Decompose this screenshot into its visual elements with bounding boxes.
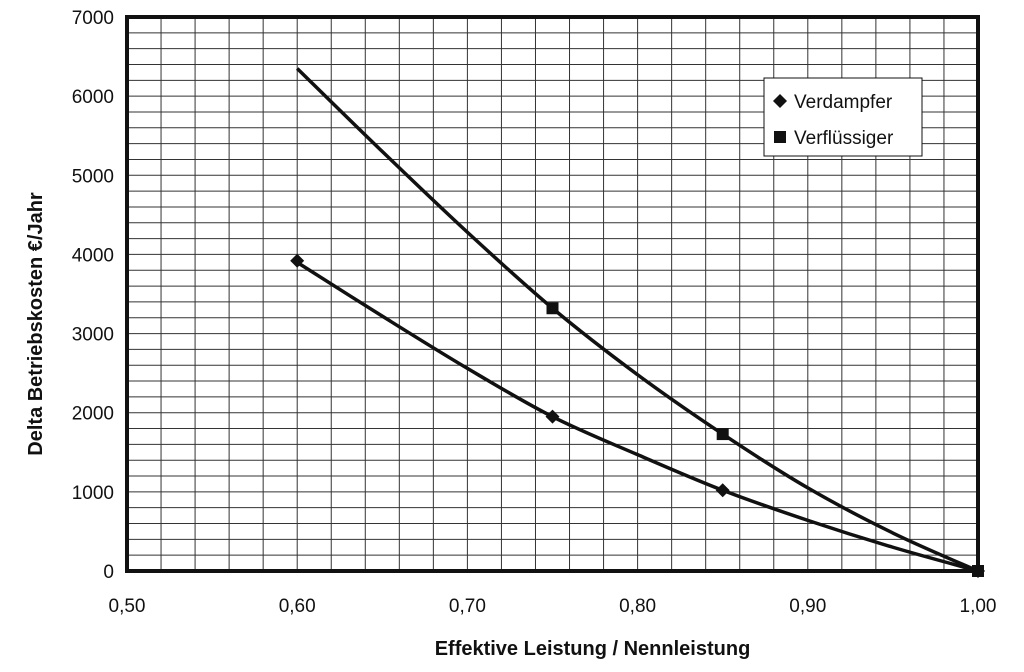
legend-box xyxy=(763,77,923,157)
y-tick-label: 6000 xyxy=(72,87,114,108)
legend-label-verfluessiger: Verflüssiger xyxy=(794,128,894,149)
x-tick-label: 0,90 xyxy=(789,596,826,617)
legend-marker-square xyxy=(774,131,786,143)
y-tick-label: 4000 xyxy=(72,245,114,266)
x-tick-label: 0,50 xyxy=(109,596,146,617)
series-line-0 xyxy=(296,260,979,573)
y-tick-label: 5000 xyxy=(72,166,114,187)
x-tick-label: 0,70 xyxy=(449,596,486,617)
y-tick-label: 0 xyxy=(103,562,114,583)
data-point-square xyxy=(716,428,729,441)
data-point-square xyxy=(546,302,559,315)
series-line-1 xyxy=(295,67,979,573)
y-tick-label: 2000 xyxy=(72,404,114,425)
y-tick-label: 1000 xyxy=(72,483,114,504)
y-tick-labels: 0 1000 2000 3000 4000 5000 6000 7000 xyxy=(72,8,114,583)
grid xyxy=(127,17,978,571)
x-tick-label: 0,60 xyxy=(279,596,316,617)
data-point-diamond xyxy=(545,409,560,424)
x-tick-labels: 0,50 0,60 0,70 0,80 0,90 1,00 xyxy=(109,596,997,617)
data-point-diamond xyxy=(290,253,305,268)
y-tick-label: 3000 xyxy=(72,325,114,346)
plot-frame xyxy=(125,15,980,573)
data-point-diamond xyxy=(715,483,730,498)
x-tick-label: 1,00 xyxy=(960,596,997,617)
legend-label-verdampfer: Verdampfer xyxy=(794,92,893,113)
legend: Verdampfer Verflüssiger xyxy=(763,77,923,157)
x-axis-title: Effektive Leistung / Nennleistung xyxy=(435,638,751,660)
y-tick-label: 7000 xyxy=(72,8,114,29)
y-axis-title: Delta Betriebskosten €/Jahr xyxy=(25,192,47,456)
legend-marker-diamond xyxy=(773,94,787,108)
x-tick-label: 0,80 xyxy=(619,596,656,617)
